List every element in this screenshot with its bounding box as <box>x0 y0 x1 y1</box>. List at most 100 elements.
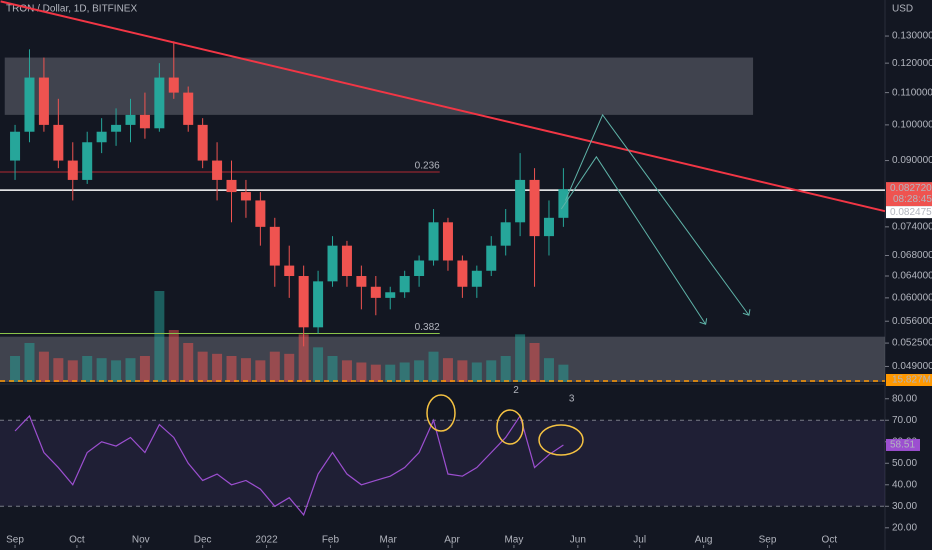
volume-bar <box>298 334 309 382</box>
rsi-tick-label: 30.00 <box>892 501 917 512</box>
candle-body <box>197 124 208 161</box>
hand-circle <box>426 394 456 432</box>
rsi-tick-label: 20.00 <box>892 522 917 533</box>
candle-body <box>313 281 324 328</box>
rsi-value: 58.51 <box>890 440 915 451</box>
y-tick-label: 0.120000 <box>892 58 932 69</box>
x-tick-label: Dec <box>194 535 212 546</box>
volume-bar <box>500 356 511 382</box>
candle-body <box>82 142 93 180</box>
chart-title: TRON / Dollar, 1D, BITFINEX <box>6 4 137 15</box>
volume-bar <box>67 360 78 382</box>
volume-bar <box>356 362 367 382</box>
candle-body <box>515 179 526 223</box>
candle-body <box>356 276 367 287</box>
volume-bar <box>139 356 150 382</box>
fib-label: 0.382 <box>415 322 440 333</box>
candle-body <box>558 189 569 218</box>
volume-bar <box>168 330 179 382</box>
zone <box>4 57 754 115</box>
y-tick-label: 0.130000 <box>892 31 932 42</box>
arrow-head <box>742 309 751 316</box>
volume-bar <box>327 356 338 382</box>
rsi-tick-label: 80.00 <box>892 393 917 404</box>
volume-bar <box>183 343 194 382</box>
volume-bar <box>442 358 453 382</box>
candle-body <box>529 179 540 237</box>
volume-bar <box>255 360 266 382</box>
candle-body <box>471 270 482 287</box>
y-tick-label: 0.064000 <box>892 271 932 282</box>
volume-bar <box>471 362 482 382</box>
candle-body <box>428 222 439 261</box>
candle-body <box>399 276 410 293</box>
arrow-head <box>699 318 708 325</box>
candle-body <box>226 179 237 193</box>
volume-bar <box>529 343 540 382</box>
candle-body <box>183 92 194 125</box>
volume-bar <box>370 364 381 382</box>
candle-body <box>24 77 35 132</box>
rsi-tick-label: 50.00 <box>892 458 917 469</box>
rsi-value-box <box>886 438 920 451</box>
candle-body <box>67 160 78 180</box>
candle-body <box>414 260 425 277</box>
fib-label: 0.236 <box>415 161 440 172</box>
y-tick-label: 0.049000 <box>892 361 932 372</box>
volume-bar <box>111 360 122 382</box>
line-price: 0.082475 <box>890 207 932 218</box>
volume-bar <box>399 362 410 382</box>
volume-bar <box>38 351 49 382</box>
volume-bar <box>486 360 497 382</box>
y-tick-label: 0.068000 <box>892 250 932 261</box>
rsi-tick-label: 70.00 <box>892 415 917 426</box>
countdown: 08:28:45 <box>893 194 932 205</box>
candle-body <box>240 192 251 201</box>
volume-bar <box>457 360 468 382</box>
volume-bar <box>284 353 295 382</box>
x-tick-label: Oct <box>822 535 838 546</box>
volume-bar <box>226 356 237 382</box>
x-tick-label: Oct <box>69 535 85 546</box>
x-tick-label: Jul <box>633 535 646 546</box>
rsi-line <box>14 414 564 517</box>
volume-bar <box>543 358 554 382</box>
annotation: 3 <box>569 393 575 404</box>
candle-body <box>500 222 511 246</box>
x-tick-label: Apr <box>444 535 460 546</box>
candle-body <box>385 292 396 298</box>
volume-bar <box>385 364 396 382</box>
candle-body <box>486 245 497 271</box>
x-tick-label: Jun <box>570 535 586 546</box>
candle-body <box>111 124 122 132</box>
volume-bar <box>212 353 223 382</box>
x-tick-label: Nov <box>132 535 150 546</box>
last-price: 0.082720 <box>890 183 932 194</box>
x-tick-label: Feb <box>322 535 340 546</box>
projection <box>560 155 707 325</box>
y-tick-label: 0.100000 <box>892 120 932 131</box>
volume-bar <box>428 351 439 382</box>
last-price-box <box>886 182 932 207</box>
y-tick-label: 0.056000 <box>892 316 932 327</box>
volume-bar <box>240 358 251 382</box>
x-tick-label: May <box>504 535 523 546</box>
line-price-box <box>886 206 932 219</box>
projection <box>565 113 750 316</box>
candle-body <box>38 77 49 125</box>
volume-bar <box>341 360 352 382</box>
volume-label-box <box>886 374 932 386</box>
trendline <box>0 0 886 213</box>
volume-bar <box>558 364 569 382</box>
y-tick-label: 0.110000 <box>892 87 932 98</box>
x-tick-label: Sep <box>759 535 777 546</box>
candle-body <box>10 131 21 161</box>
candle-body <box>269 226 280 266</box>
candle-body <box>284 265 295 277</box>
y-tick-label: 0.074000 <box>892 221 932 232</box>
candle-body <box>125 114 136 125</box>
y-tick-label: 0.090000 <box>892 155 932 166</box>
volume-bar <box>53 358 64 382</box>
volume-bar <box>96 358 107 382</box>
volume-bar <box>313 347 324 382</box>
